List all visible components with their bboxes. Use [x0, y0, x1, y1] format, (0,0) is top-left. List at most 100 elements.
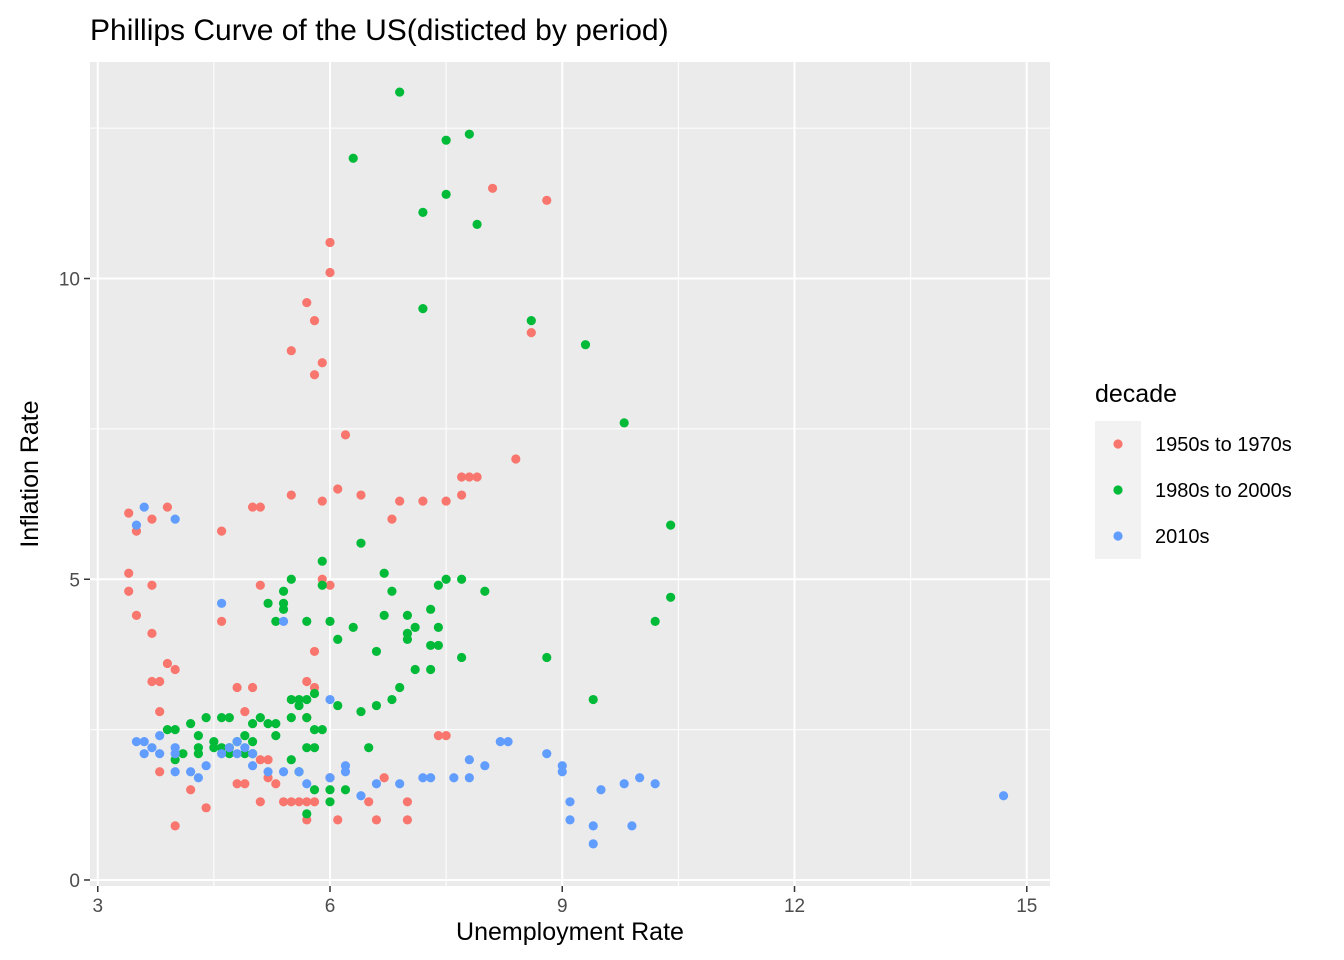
data-point — [139, 749, 149, 759]
data-point — [309, 646, 320, 657]
data-point — [271, 731, 281, 741]
data-point — [232, 737, 242, 747]
data-point — [441, 135, 451, 145]
data-point — [224, 712, 234, 723]
data-point — [317, 496, 327, 506]
data-point — [255, 755, 265, 765]
data-point — [588, 821, 598, 831]
data-point — [286, 574, 296, 584]
data-point — [286, 346, 296, 356]
data-point — [542, 749, 552, 759]
chart-title: Phillips Curve of the US(disticted by pe… — [90, 14, 669, 47]
data-point — [627, 821, 637, 831]
data-point — [201, 803, 211, 813]
x-axis-title: Unemployment Rate — [456, 918, 684, 946]
data-point — [340, 430, 351, 440]
data-point — [340, 767, 351, 777]
data-point — [193, 731, 203, 741]
legend-title: decade — [1095, 380, 1177, 408]
data-point — [240, 779, 250, 789]
data-point — [193, 773, 203, 783]
data-point — [139, 502, 149, 512]
data-point — [325, 267, 335, 278]
data-point — [464, 472, 474, 482]
data-point — [263, 598, 273, 608]
x-tick-label: 9 — [557, 896, 568, 917]
data-point — [457, 490, 467, 500]
data-point — [325, 797, 335, 807]
data-point — [286, 797, 296, 807]
data-point — [457, 472, 467, 482]
data-point — [371, 779, 382, 789]
data-point — [240, 731, 250, 741]
data-point — [131, 737, 142, 747]
data-point — [302, 694, 312, 705]
data-point — [170, 725, 180, 735]
data-point — [635, 773, 645, 783]
data-point — [426, 640, 436, 651]
data-point — [418, 303, 428, 314]
data-point — [278, 604, 289, 614]
y-tick-label: 0 — [69, 871, 80, 892]
data-point — [333, 634, 343, 645]
data-point — [309, 370, 320, 380]
data-point — [124, 508, 134, 518]
data-point — [526, 328, 536, 338]
data-point — [325, 580, 335, 590]
data-point — [309, 316, 320, 326]
y-axis-title: Inflation Rate — [16, 400, 44, 547]
data-point — [325, 773, 335, 783]
data-point — [356, 791, 366, 801]
data-point — [418, 207, 428, 217]
data-point — [325, 785, 335, 795]
x-tick-label: 15 — [1016, 896, 1037, 917]
legend-label: 1950s to 1970s — [1155, 434, 1292, 456]
data-point — [247, 682, 258, 693]
data-point — [410, 664, 420, 675]
data-point — [371, 646, 382, 657]
legend-keys: 1950s to 1970s 1980s to 2000s 2010s — [1095, 421, 1292, 559]
data-point — [998, 791, 1009, 801]
data-point — [278, 586, 289, 596]
data-point — [395, 779, 405, 789]
y-tick-label: 5 — [69, 570, 80, 591]
data-point — [294, 700, 304, 711]
data-point — [348, 622, 358, 632]
data-point — [124, 586, 134, 596]
data-point — [325, 694, 335, 705]
data-point — [317, 556, 327, 566]
data-point — [155, 767, 165, 777]
data-point — [666, 592, 676, 602]
data-point — [379, 568, 389, 578]
data-point — [309, 797, 320, 807]
data-point — [426, 604, 436, 614]
data-point — [232, 749, 242, 759]
data-point — [371, 700, 382, 711]
data-point — [255, 502, 265, 512]
data-point — [186, 767, 196, 777]
y-tick-label: 10 — [59, 270, 80, 291]
data-point — [309, 725, 320, 735]
data-point — [309, 743, 320, 753]
data-point — [580, 340, 591, 350]
plot-panel — [90, 62, 1050, 886]
data-point — [526, 316, 536, 326]
data-point — [379, 610, 389, 620]
x-tick-label: 12 — [784, 896, 805, 917]
data-point — [302, 797, 312, 807]
data-point — [588, 694, 598, 705]
data-point — [263, 767, 273, 777]
x-tick-label: 3 — [92, 896, 103, 917]
data-point — [232, 682, 242, 693]
data-point — [186, 719, 196, 729]
data-point — [333, 484, 343, 494]
data-point — [650, 779, 660, 789]
data-point — [255, 712, 265, 723]
data-point — [247, 719, 258, 729]
data-point — [247, 761, 258, 771]
data-point — [472, 472, 482, 482]
data-point — [217, 598, 227, 608]
data-point — [232, 779, 242, 789]
data-point — [387, 694, 397, 705]
